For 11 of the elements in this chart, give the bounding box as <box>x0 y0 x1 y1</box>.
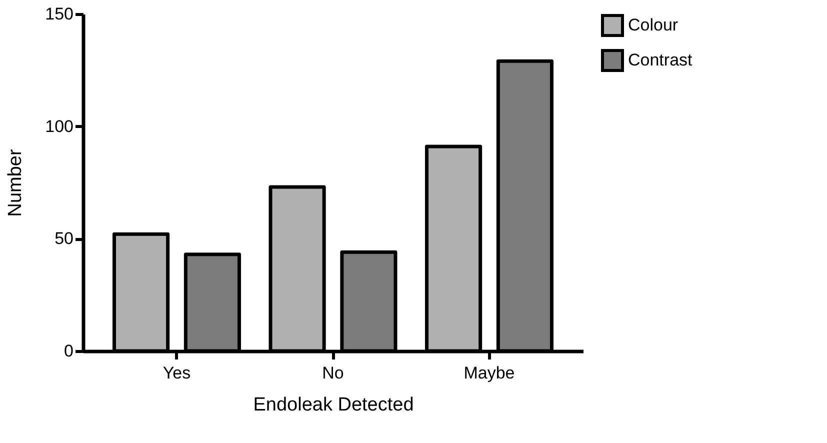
x-axis-title: Endoleak Detected <box>253 394 414 416</box>
x-tick-label: Maybe <box>464 364 515 382</box>
y-tick-label: 100 <box>45 116 74 136</box>
y-tick-label: 150 <box>45 4 74 24</box>
x-tick-label: Yes <box>162 364 191 382</box>
x-tick-label: No <box>322 364 344 382</box>
legend-label: Contrast <box>628 50 693 70</box>
y-tick-label: 0 <box>64 342 74 360</box>
y-tick-label: 50 <box>54 229 74 248</box>
legend-label: Colour <box>628 16 678 34</box>
y-axis-title: Number <box>5 148 26 217</box>
